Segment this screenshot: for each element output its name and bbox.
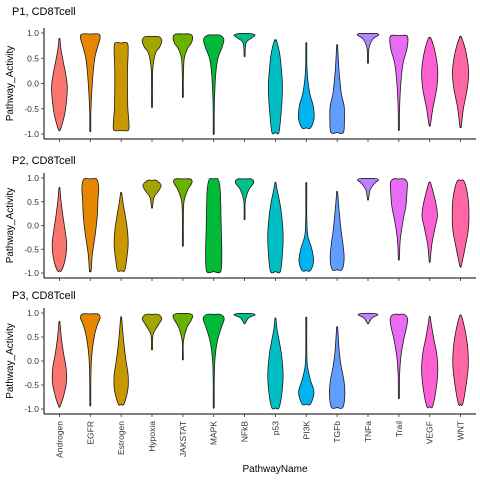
panel-title: P3, CD8Tcell (12, 290, 76, 302)
x-tick-label: Trail (394, 421, 404, 437)
y-tick-label: -1.0 (24, 268, 39, 278)
violin-jakstat (172, 33, 194, 98)
violin-jakstat (172, 312, 194, 361)
y-tick-label: 0.0 (27, 79, 39, 89)
y-tick-label: 0.5 (27, 53, 39, 63)
y-axis-title: Pathway_Activity (5, 46, 16, 122)
y-tick-label: -1.0 (24, 404, 39, 414)
violin-estrogen (113, 316, 129, 406)
violin-egfr (80, 313, 101, 407)
violin-estrogen (113, 192, 129, 272)
y-tick-label: 1.0 (27, 308, 39, 318)
violin-egfr (81, 177, 100, 273)
violin-trail (389, 313, 409, 399)
y-axis-title: Pathway_Activity (5, 188, 16, 264)
violin-androgen (51, 320, 68, 408)
x-tick-label: MAPK (209, 421, 219, 445)
violin-tnfa (356, 32, 380, 64)
violin-hypoxia (141, 35, 163, 108)
violin-tnfa (357, 177, 379, 201)
panel-3: P3, CD8Tcell Pathway_Activity 1.0 0.5 0.0 -0.… (5, 290, 476, 417)
y-tick-label: 0.5 (27, 332, 39, 342)
violin-trail (389, 178, 408, 261)
x-tick-label: WNT (456, 421, 466, 440)
x-axis-title: PathwayName (242, 464, 307, 475)
violin-wnt (452, 35, 470, 129)
y-tick-label: 0.5 (27, 197, 39, 207)
panel-title: P1, CD8Tcell (12, 6, 76, 18)
x-tick-label: Estrogen (116, 421, 126, 455)
violin-egfr (80, 33, 101, 133)
violin-mapk (205, 177, 223, 274)
violin-tgfb (329, 44, 345, 134)
x-tick-label: Androgen (54, 421, 64, 458)
violin-wnt (452, 314, 469, 407)
violin-hypoxia (142, 179, 162, 209)
violin-mapk (202, 313, 225, 409)
y-tick-label: 1.0 (27, 28, 39, 38)
y-tick-label: -0.5 (24, 380, 39, 390)
violin-tgfb (329, 190, 345, 271)
violin-tnfa (357, 312, 379, 325)
panel-title: P2, CD8Tcell (12, 155, 76, 167)
violin-androgen (51, 37, 68, 132)
violin-tgfb (329, 326, 346, 409)
x-tick-label: PI3K (301, 421, 311, 440)
x-tick-label: Hypoxia (147, 421, 157, 452)
violin-p53 (267, 181, 284, 274)
violin-androgen (51, 187, 68, 272)
violin-wnt (451, 179, 470, 268)
y-tick-label: 1.0 (27, 173, 39, 183)
violin-vegf (421, 181, 438, 263)
violin-trail (389, 34, 409, 131)
violin-nfkb (234, 178, 255, 220)
violin-mapk (203, 34, 225, 135)
chart-panels: P1, CD8Tcell Pathway_Activity 1.0 0.5 0.0 -0.… (5, 6, 476, 417)
y-tick-label: 0.0 (27, 221, 39, 231)
violin-hypoxia (141, 313, 163, 351)
x-tick-label: EGFR (85, 421, 95, 445)
x-tick-label: NFkB (240, 421, 250, 443)
violin-jakstat (173, 178, 193, 247)
panel-1: P1, CD8Tcell Pathway_Activity 1.0 0.5 0.0 -0.… (5, 6, 476, 142)
x-tick-label: p53 (270, 421, 280, 435)
violin-vegf (421, 315, 439, 409)
violin-pi3k (298, 316, 315, 406)
violin-pi3k (298, 42, 315, 130)
x-tick-label: VEGF (425, 421, 435, 444)
violin-nfkb (233, 312, 256, 325)
y-tick-label: -1.0 (24, 129, 39, 139)
violin-vegf (421, 36, 439, 127)
violin-pi3k (298, 182, 315, 272)
violin-nfkb (233, 32, 256, 58)
violin-estrogen (112, 41, 130, 132)
x-tick-label: TNFa (363, 421, 373, 443)
x-tick-label: TGFb (332, 421, 342, 443)
panel-2: P2, CD8Tcell Pathway_Activity 1.0 0.5 0.0 -0.… (5, 155, 476, 281)
y-tick-label: -0.5 (24, 104, 39, 114)
violin-p53 (267, 317, 284, 410)
y-tick-label: 0.0 (27, 356, 39, 366)
y-axis-title: Pathway_Activity (5, 323, 16, 399)
violin-p53 (267, 39, 283, 135)
x-tick-label: JAKSTAT (178, 421, 188, 457)
x-tick-labels: Androgen EGFR Estrogen Hypoxia JAKSTAT MAPK NF… (54, 421, 465, 458)
y-tick-label: -0.5 (24, 244, 39, 254)
